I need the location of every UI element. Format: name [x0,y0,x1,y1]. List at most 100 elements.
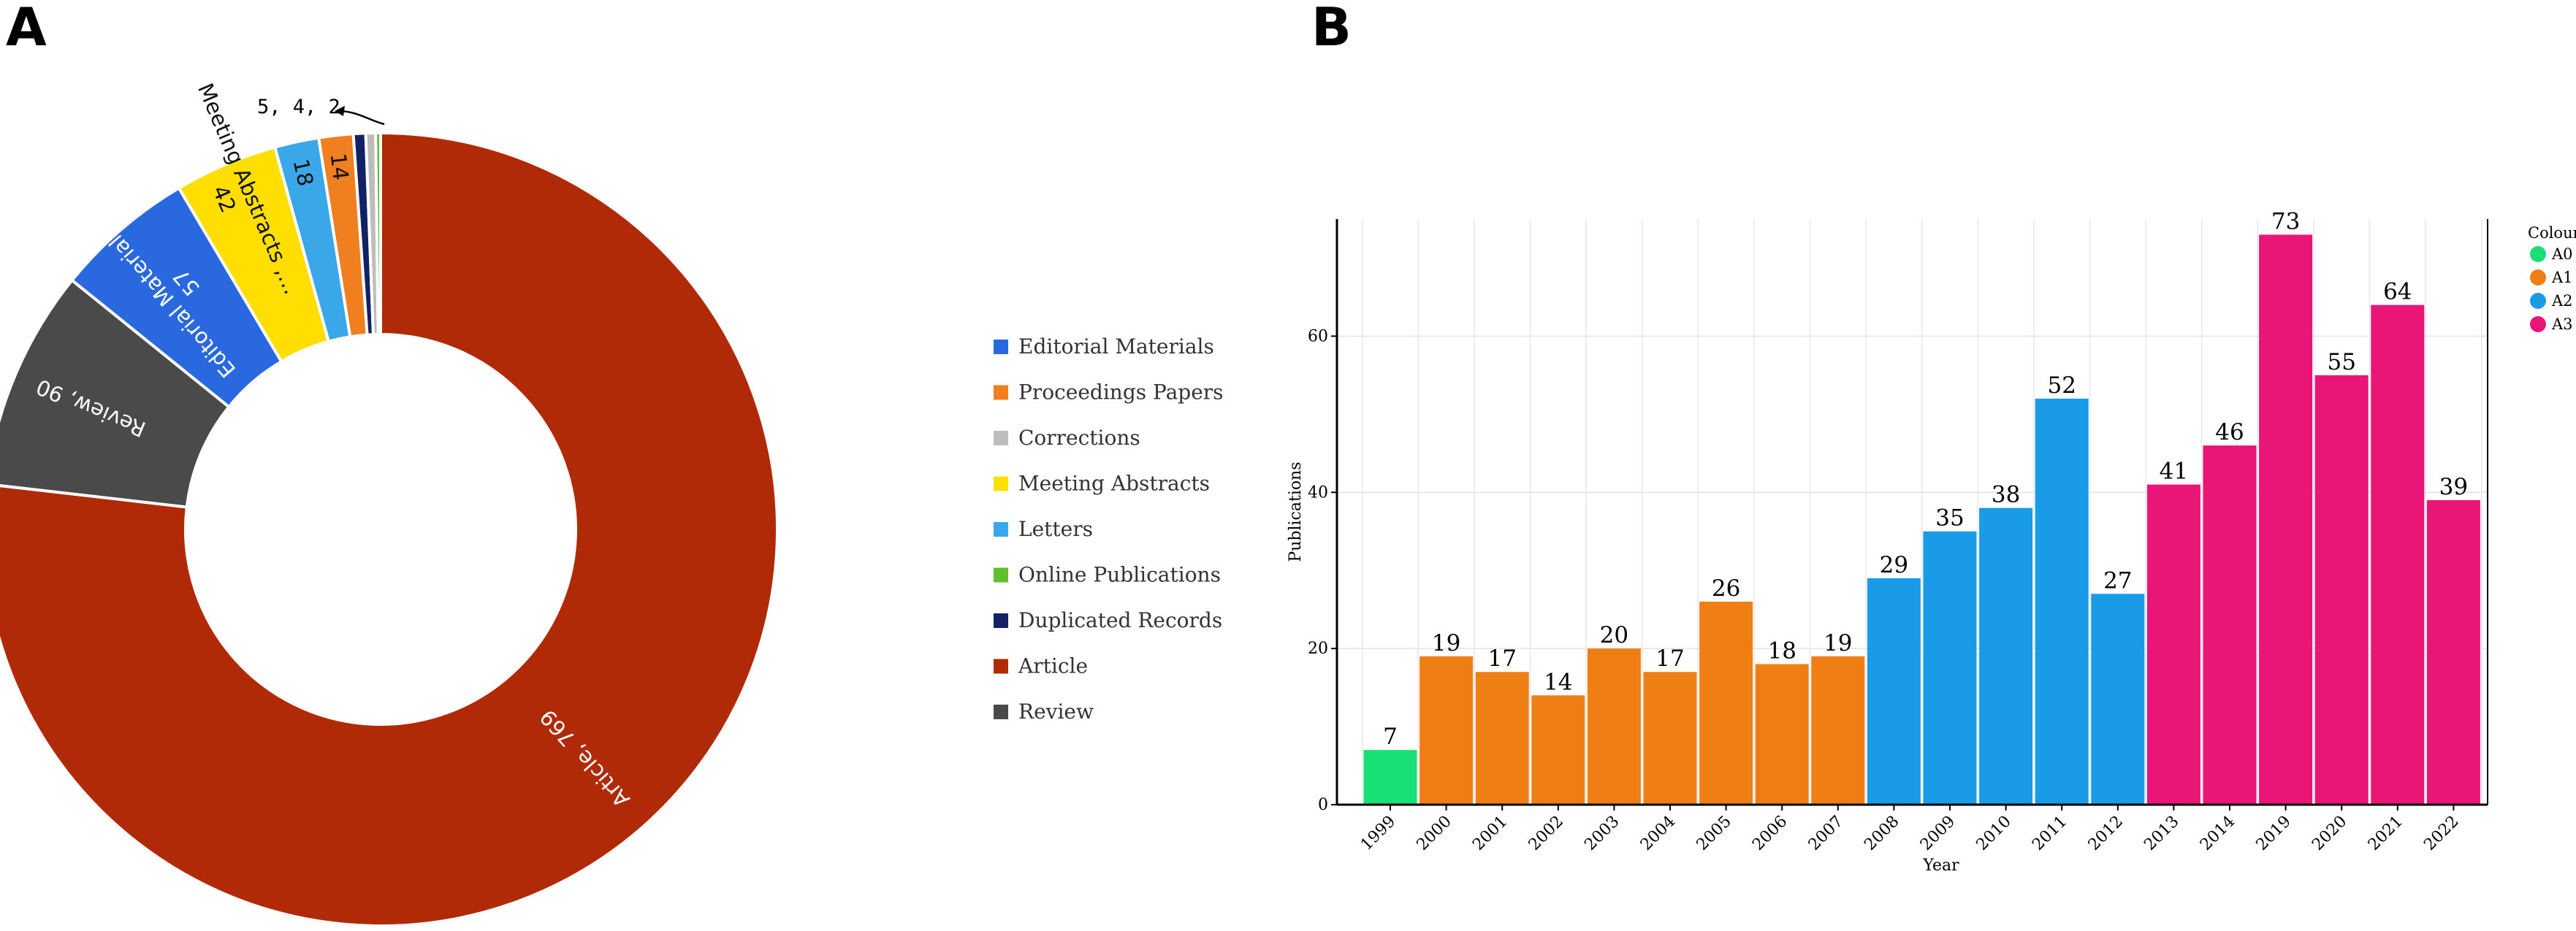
x-tick-group: 2001 [1469,813,1511,854]
x-tick-label: 2004 [1637,813,1679,854]
x-tick-label: 2022 [2420,813,2462,854]
bar-value-label: 64 [2383,279,2412,305]
donut-slice-label: 18 [289,157,319,188]
legend-swatch [994,476,1008,491]
donut-label-group: 14 [326,152,354,182]
bar-2007 [1811,656,1865,805]
colour-legend-label: A0 [2551,245,2573,263]
bar-2000 [1420,656,1474,805]
colour-legend-swatch [2530,316,2546,332]
x-tick-label: 2008 [1861,813,1902,854]
x-tick-group: 2006 [1749,813,1791,854]
bar-2004 [1643,672,1697,805]
x-tick-label: 2002 [1525,813,1567,854]
legend-label: Duplicated Records [1018,608,1222,632]
x-tick-label: 2011 [2029,813,2070,854]
donut-slice-label: 14 [326,152,354,182]
donut-slice-online-publications [374,131,382,337]
bar-2009 [1923,531,1977,805]
x-tick-label: 2021 [2365,813,2407,854]
donut-label-group: 18 [289,157,319,188]
bar-2008 [1867,578,1921,805]
bar-2003 [1587,648,1641,805]
x-tick-label: 2006 [1749,813,1791,854]
legend-label: Editorial Materials [1018,334,1214,359]
colour-legend-swatch [2530,293,2546,309]
x-tick-label: 2013 [2141,813,2182,854]
x-tick-group: 2002 [1525,813,1567,854]
bar-value-label: 41 [2160,459,2188,485]
x-tick-label: 2005 [1693,813,1735,854]
bar-2022 [2426,499,2480,805]
bar-2006 [1755,664,1809,805]
x-axis-title: Year [1922,857,1959,875]
legend-swatch [994,613,1008,628]
x-tick-group: 2011 [2029,813,2070,854]
y-axis-title-group: Publications [1287,461,1305,562]
x-tick-label: 2001 [1469,813,1511,854]
x-tick-group: 2009 [1917,813,1959,854]
bar-1999 [1363,750,1417,805]
bar-value-label: 17 [1655,645,1684,672]
x-tick-group: 2013 [2141,813,2182,854]
legend-label: Corrections [1018,426,1140,450]
bar-value-label: 17 [1487,645,1516,672]
bar-value-label: 29 [1880,552,1908,578]
bar-2002 [1531,695,1585,805]
bar-value-label: 55 [2327,349,2355,375]
bar-value-label: 52 [2047,372,2076,399]
legend-label: Proceedings Papers [1018,380,1224,405]
bar-value-label: 38 [1992,482,2020,508]
y-tick-label: 0 [1318,796,1328,814]
x-tick-group: 2019 [2253,813,2295,854]
legend-swatch [994,431,1008,445]
bar-2011 [2035,398,2089,805]
x-tick-group: 2022 [2420,813,2462,854]
bar-value-label: 26 [1712,575,1740,602]
x-tick-group: 2007 [1805,813,1847,854]
bar-2012 [2091,594,2145,805]
x-tick-label: 1999 [1357,813,1399,854]
bar-value-label: 73 [2271,208,2300,234]
legend-swatch [994,567,1008,583]
bar-value-label: 20 [1600,622,1628,648]
x-tick-label: 2010 [1973,813,2015,854]
x-tick-group: 2003 [1581,813,1623,854]
small-slices-callout: 5, 4, 2 [257,96,340,118]
legend-swatch [994,522,1008,537]
callout-arrow [337,110,385,126]
bar-value-label: 39 [2439,474,2468,500]
x-tick-group: 2010 [1973,813,2015,854]
x-tick-group: 2014 [2197,813,2238,854]
y-tick-label: 60 [1308,327,1328,345]
bar-2020 [2314,375,2369,805]
callout-arrowhead [335,106,345,116]
x-tick-group: 2008 [1861,813,1902,854]
bar-value-label: 19 [1432,630,1460,656]
legend-swatch [994,385,1008,400]
x-tick-label: 2019 [2253,813,2295,854]
bar-value-label: 27 [2103,567,2132,594]
legend-label: Meeting Abstracts [1018,472,1210,496]
bar-2013 [2146,484,2200,805]
bar-value-label: 46 [2215,419,2244,445]
bar-value-label: 19 [1824,630,1852,656]
bar-value-label: 7 [1383,724,1398,750]
legend-label: Online Publications [1018,563,1221,587]
bar-2014 [2203,445,2257,805]
x-tick-group: 2012 [2085,813,2127,854]
x-tick-label: 2014 [2197,813,2238,854]
x-tick-group: 2000 [1414,813,1455,854]
panel-a-letter: A [6,0,47,58]
y-axis-title: Publications [1287,461,1305,562]
y-tick-label: 20 [1308,640,1328,658]
x-tick-group: 2021 [2365,813,2407,854]
x-tick-label: 2012 [2085,813,2127,854]
colour-legend-label: A1 [2551,269,2573,286]
colour-legend-swatch [2530,246,2546,262]
bar-value-label: 18 [1767,638,1796,664]
donut-legend: Editorial Materials Proceedings Papers Cor… [994,334,1224,724]
legend-swatch [994,659,1008,674]
